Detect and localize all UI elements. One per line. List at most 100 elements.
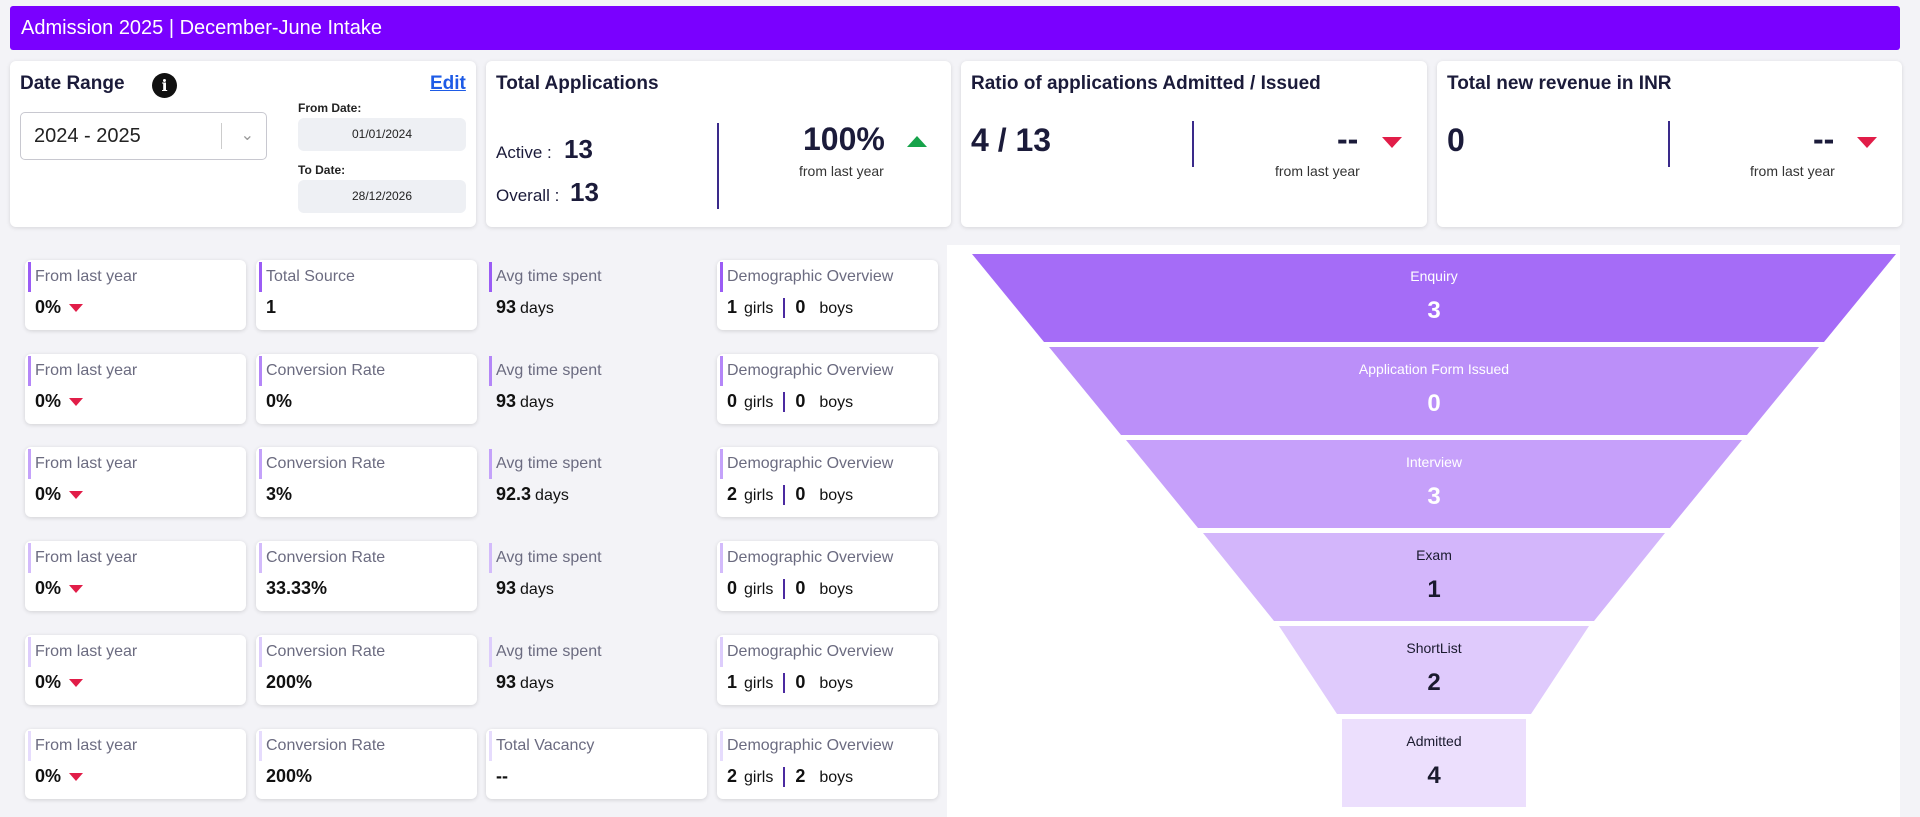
- tile-value: 92.3 days: [496, 484, 569, 505]
- chevron-down-icon[interactable]: ⌄: [240, 127, 254, 144]
- girls-label: girls: [744, 300, 774, 317]
- change-percent: 0%: [35, 766, 62, 786]
- girls-count: 2: [727, 484, 738, 504]
- revenue-change-value: --: [1813, 121, 1835, 157]
- tile-label: Conversion Rate: [266, 455, 386, 472]
- funnel-stage-enquiry[interactable]: [972, 254, 1896, 342]
- tile-accent-bar: [259, 637, 262, 667]
- to-date-field[interactable]: 28/12/2026: [298, 180, 466, 213]
- tile-label: From last year: [35, 643, 138, 660]
- demographic-values: 2 girls 0 boys: [727, 484, 853, 506]
- trend-down-icon: [69, 773, 84, 782]
- funnel-stage-label: Admitted: [1406, 733, 1461, 749]
- tile-label: From last year: [35, 549, 138, 566]
- funnel-stage-value: 2: [1427, 669, 1440, 696]
- tile-value: 33.33%: [266, 578, 328, 598]
- ratio-title: Ratio of applications Admitted / Issued: [971, 73, 1321, 94]
- funnel-stage-label: ShortList: [1406, 640, 1461, 656]
- demographic-tile: Demographic Overview 0 girls 0 boys: [717, 354, 938, 424]
- tile-accent-bar: [489, 449, 492, 479]
- girls-label: girls: [744, 769, 774, 786]
- tile-accent-bar: [720, 449, 723, 479]
- tile-accent-bar: [720, 731, 723, 761]
- tile-accent-bar: [28, 637, 31, 667]
- divider: [783, 392, 786, 413]
- tile-accent-bar: [489, 356, 492, 386]
- boys-label: boys: [819, 675, 854, 692]
- time-vacancy-tile: Avg time spent 93 days: [486, 260, 707, 330]
- tile-label: Avg time spent: [496, 268, 602, 285]
- academic-year-select[interactable]: 2024 - 2025 ⌄: [20, 112, 267, 160]
- ratio-card: [961, 61, 1427, 227]
- demographic-tile: Demographic Overview 2 girls 0 boys: [717, 447, 938, 517]
- tile-accent-bar: [259, 262, 262, 292]
- ratio-value: 4 / 13: [971, 122, 1052, 158]
- trend-down-icon: [69, 679, 84, 688]
- trend-down-icon: [1857, 137, 1877, 148]
- tile-label: Total Vacancy: [496, 737, 595, 754]
- from-last-year-tile: From last year 0%: [25, 260, 246, 330]
- funnel-stage-label: Interview: [1406, 454, 1463, 470]
- tile-accent-bar: [720, 262, 723, 292]
- active-label: Active :: [496, 143, 552, 162]
- change-percent: 0%: [35, 484, 62, 504]
- tile-label: Conversion Rate: [266, 549, 386, 566]
- page-title: Admission 2025 | December-June Intake: [21, 17, 382, 39]
- revenue-change-caption: from last year: [1750, 163, 1835, 179]
- tile-label: Demographic Overview: [727, 362, 894, 379]
- tile-value: 93 days: [496, 672, 554, 693]
- funnel-stage-label: Application Form Issued: [1359, 361, 1509, 377]
- girls-count: 0: [727, 578, 738, 598]
- tile-label: Conversion Rate: [266, 643, 386, 660]
- boys-label: boys: [819, 300, 854, 317]
- funnel-stage-shortlist[interactable]: [1279, 626, 1589, 714]
- trend-down-icon: [1382, 137, 1402, 148]
- page-header-banner: Admission 2025 | December-June Intake: [10, 6, 1900, 50]
- tile-value: 1: [266, 297, 277, 317]
- from-date-field[interactable]: 01/01/2024: [298, 118, 466, 151]
- days-value: 93: [496, 672, 517, 692]
- edit-date-range-link[interactable]: Edit: [430, 73, 466, 94]
- source-conversion-tile: Conversion Rate 200%: [256, 635, 477, 705]
- funnel-stage-value: 0: [1427, 390, 1440, 417]
- tile-value: 0%: [35, 672, 84, 693]
- overall-value: 13: [570, 177, 599, 207]
- revenue-title: Total new revenue in INR: [1447, 73, 1672, 94]
- change-percent: 0%: [35, 672, 62, 692]
- funnel-stage-admitted[interactable]: [1342, 719, 1526, 807]
- boys-count: 2: [795, 766, 806, 786]
- tile-label: Total Source: [266, 268, 355, 285]
- divider: [783, 767, 786, 788]
- tile-label: Avg time spent: [496, 455, 602, 472]
- funnel-stage-value: 1: [1427, 576, 1440, 603]
- from-last-year-tile: From last year 0%: [25, 447, 246, 517]
- tile-accent-bar: [720, 356, 723, 386]
- demographic-values: 1 girls 0 boys: [727, 672, 854, 694]
- days-value: 93: [496, 391, 517, 411]
- funnel-stage-exam[interactable]: [1203, 533, 1665, 621]
- funnel-stage-interview[interactable]: [1126, 440, 1742, 528]
- admission-funnel-panel: Enquiry 3 Application Form Issued 0 Intervie…: [947, 245, 1900, 817]
- tile-value: 0%: [266, 391, 293, 411]
- academic-year-value: 2024 - 2025: [34, 125, 141, 147]
- tile-accent-bar: [28, 543, 31, 573]
- tile-accent-bar: [720, 543, 723, 573]
- ratio-change-caption: from last year: [1275, 163, 1360, 179]
- applications-change-caption: from last year: [799, 163, 884, 179]
- tile-accent-bar: [720, 637, 723, 667]
- divider: [1192, 121, 1194, 167]
- tile-value: 0%: [35, 297, 84, 318]
- tile-label: Demographic Overview: [727, 455, 894, 472]
- tile-value: 93 days: [496, 391, 554, 412]
- tile-value: 200%: [266, 672, 313, 692]
- ratio-change-value: --: [1337, 121, 1359, 157]
- girls-label: girls: [744, 487, 774, 504]
- girls-count: 1: [727, 297, 738, 317]
- funnel-stage-label: Enquiry: [1410, 268, 1457, 284]
- divider: [783, 673, 786, 694]
- tile-label: From last year: [35, 362, 138, 379]
- funnel-stage-label: Exam: [1416, 547, 1452, 563]
- boys-label: boys: [819, 769, 854, 786]
- info-icon[interactable]: i: [152, 73, 177, 98]
- funnel-stage-application-form-issued[interactable]: [1049, 347, 1819, 435]
